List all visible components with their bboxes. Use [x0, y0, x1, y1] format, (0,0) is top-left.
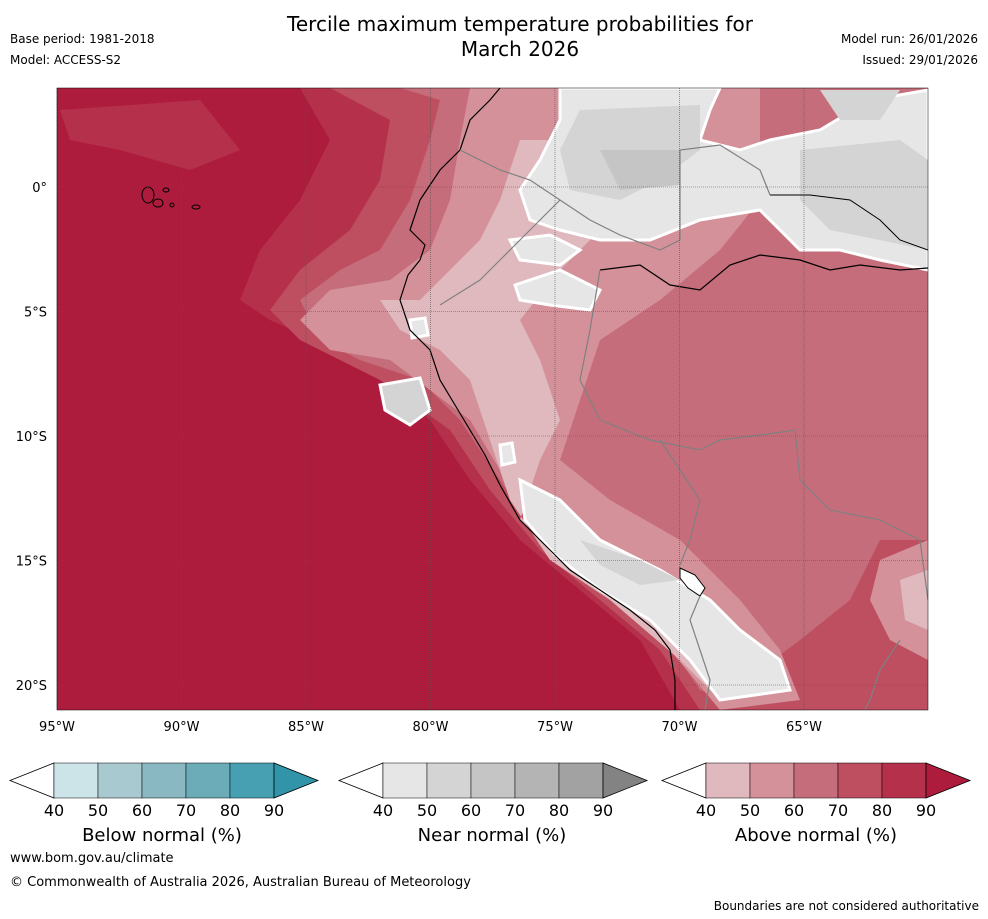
colorbar-tick: 60: [132, 801, 152, 820]
river-line-north: [770, 194, 928, 251]
colorbar-tick: 70: [828, 801, 848, 820]
colorbar-tick: 50: [740, 801, 760, 820]
colorbar-below-label: Below normal (%): [82, 825, 242, 846]
colorbar-segment: [558, 762, 604, 799]
colorbar-tick: 60: [461, 801, 481, 820]
border-colombia: [459, 144, 771, 251]
colorbar-below-normal: 40 50 60 70 80 90: [8, 762, 320, 820]
colorbar-segment: [793, 762, 839, 799]
meta-right: Model run: 26/01/2026 Issued: 29/01/2026: [841, 29, 978, 71]
zone-above-40: [380, 140, 760, 700]
colorbar-tick: 90: [593, 801, 613, 820]
lon-label: 70°W: [662, 720, 698, 735]
zone-near-pocket-5: [507, 233, 583, 267]
colorbar-tick: 80: [220, 801, 240, 820]
colorbar-tick: 70: [176, 801, 196, 820]
boundary-disclaimer: Boundaries are not considered authoritat…: [713, 899, 979, 913]
border-peru-bolivia: [659, 439, 701, 566]
lat-label: 15°S: [16, 555, 47, 570]
colorbar-tick: 40: [373, 801, 393, 820]
zone-near-50-coast: [580, 540, 680, 585]
lat-label: 10°S: [16, 430, 47, 445]
border-chile-bolivia: [689, 595, 711, 710]
lon-label: 75°W: [537, 720, 573, 735]
colorbar-segment: [382, 762, 428, 799]
lon-label: 65°W: [786, 720, 822, 735]
colorbar-segment: [97, 762, 143, 799]
lon-label: 90°W: [164, 720, 200, 735]
colorbar-near-normal: 40 50 60 70 80 90: [337, 762, 649, 820]
lat-label: 20°S: [16, 679, 47, 694]
model-name: Model: ACCESS-S2: [10, 53, 122, 67]
meta-left: Base period: 1981-2018 Model: ACCESS-S2: [10, 29, 155, 71]
colorbar-max-extend: [925, 762, 972, 799]
colorbar-above-normal: 40 50 60 70 80 90: [660, 762, 972, 820]
colorbar-tick: 90: [916, 801, 936, 820]
border-ecuador: [439, 199, 561, 306]
title-line-2: March 2026: [460, 37, 580, 61]
zone-near-40-coast: [518, 477, 792, 702]
colorbar-tick: 50: [88, 801, 108, 820]
colorbar-segment: [837, 762, 883, 799]
zone-near-pocket-1: [378, 376, 432, 427]
lat-label: 0°: [32, 181, 47, 196]
colorbar-tick: 90: [264, 801, 284, 820]
zone-near-60: [600, 150, 680, 190]
colorbar-tick: 40: [44, 801, 64, 820]
lat-label: 5°S: [24, 306, 47, 321]
colorbar-segment: [229, 762, 275, 799]
zone-near-pocket-4: [513, 268, 603, 312]
colorbar-tick: 80: [872, 801, 892, 820]
colorbar-segment: [514, 762, 560, 799]
zone-near-50-ne: [820, 90, 900, 120]
colorbar-tick: 40: [696, 801, 716, 820]
lon-label: 95°W: [39, 720, 75, 735]
colorbar-min-extend: [8, 762, 55, 799]
colorbar-max-extend: [602, 762, 649, 799]
colorbar-min-extend: [337, 762, 384, 799]
issued-date: Issued: 29/01/2026: [862, 53, 978, 67]
colorbar-tick: 60: [784, 801, 804, 820]
zone-near-50-east: [800, 140, 928, 250]
colorbar-segment: [53, 762, 99, 799]
website-link[interactable]: www.bom.gov.au/climate: [10, 851, 174, 866]
coastline: [399, 88, 676, 710]
colorbar-segment: [426, 762, 472, 799]
zone-above-40-se: [900, 570, 928, 630]
zone-above-50-se: [870, 540, 928, 660]
base-period: Base period: 1981-2018: [10, 32, 155, 46]
longitude-labels: 95°W 90°W 85°W 80°W 75°W 70°W 65°W: [39, 720, 822, 735]
colorbar-tick: 80: [549, 801, 569, 820]
border-peru-brazil: [579, 269, 928, 601]
zone-near-pocket-3: [498, 441, 517, 467]
colorbar-segment: [470, 762, 516, 799]
colorbar-segment: [185, 762, 231, 799]
colorbar-above-label: Above normal (%): [734, 825, 898, 846]
river-line: [599, 254, 928, 291]
map-frame: [56, 87, 929, 711]
zone-above-80-north: [60, 100, 240, 170]
zone-near-pocket-2: [408, 316, 430, 340]
colorbar-near-label: Near normal (%): [417, 825, 567, 846]
colorbar-tick: 50: [417, 801, 437, 820]
lon-label: 85°W: [288, 720, 324, 735]
colorbar-tick: 70: [505, 801, 525, 820]
map-title: Tercile maximum temperature probabilitie…: [220, 12, 820, 62]
probability-map: [57, 88, 928, 710]
model-run: Model run: 26/01/2026: [840, 32, 978, 46]
copyright: © Commonwealth of Australia 2026, Austra…: [10, 875, 471, 890]
colorbar-segment: [141, 762, 187, 799]
galapagos-islands: [141, 186, 201, 210]
colorbar-min-extend: [660, 762, 707, 799]
lon-label: 80°W: [413, 720, 449, 735]
latitude-labels: 0° 5°S 10°S 15°S 20°S: [16, 181, 47, 694]
colorbar-segment: [881, 762, 927, 799]
colorbar-segment: [705, 762, 751, 799]
colorbar-max-extend: [273, 762, 320, 799]
colorbar-segment: [749, 762, 795, 799]
title-line-1: Tercile maximum temperature probabilitie…: [287, 12, 753, 36]
